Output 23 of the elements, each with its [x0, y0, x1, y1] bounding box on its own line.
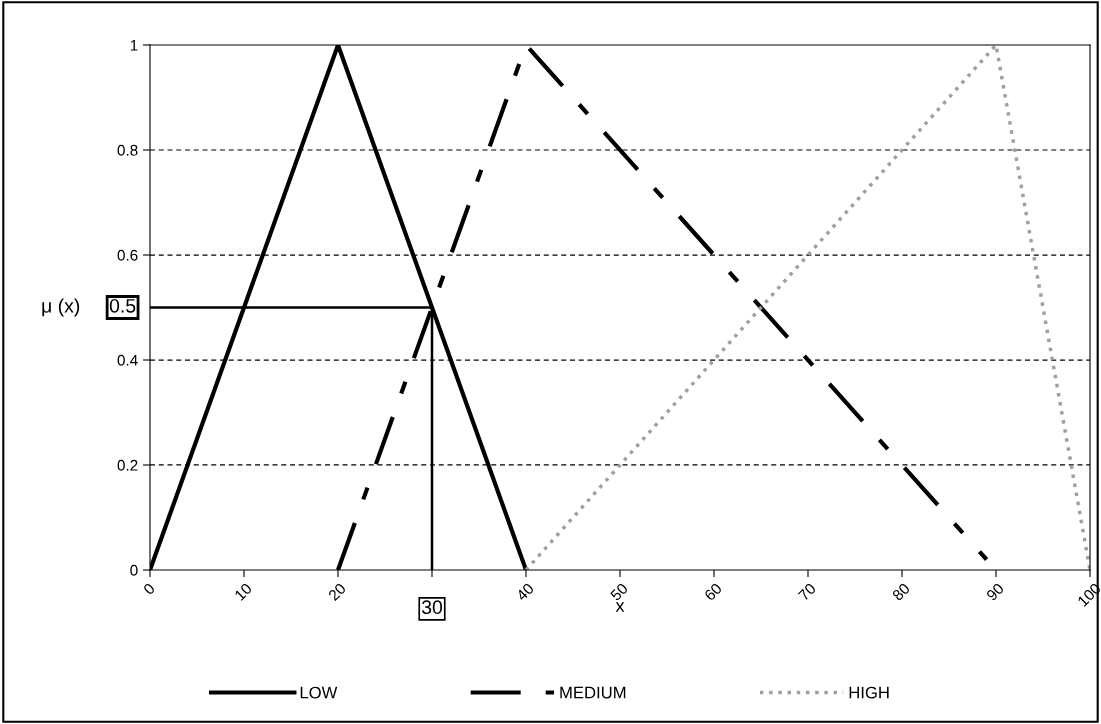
- x-tick-label: 100: [1077, 582, 1101, 607]
- x-tick-label: 70: [797, 582, 817, 602]
- annotation: 30: [421, 600, 443, 615]
- x-tick-label: 0: [142, 582, 156, 596]
- x-tick-label: 60: [703, 582, 723, 602]
- x-axis-title: x: [615, 602, 625, 612]
- x-tick-label: 90: [985, 582, 1005, 602]
- y-tick-label: 1: [130, 40, 138, 51]
- legend-label: MEDIUM: [560, 686, 626, 699]
- annotation: 0.5: [109, 298, 136, 313]
- x-tick-label: 50: [609, 582, 629, 602]
- y-tick-label: 0: [130, 564, 138, 576]
- x-tick-label: 40: [515, 582, 535, 602]
- y-tick-label: 0.8: [117, 144, 138, 156]
- x-tick-label: 10: [234, 582, 253, 601]
- legend-label: LOW: [300, 686, 338, 699]
- y-tick-label: 0.6: [117, 249, 138, 261]
- x-tick-label: 80: [891, 582, 911, 602]
- x-tick-label: 20: [327, 582, 347, 602]
- y-axis-title: μ (x): [42, 298, 80, 317]
- y-tick-label: 0.2: [117, 459, 138, 471]
- legend-label: HIGH: [849, 686, 889, 699]
- y-tick-label: 0.4: [117, 354, 138, 366]
